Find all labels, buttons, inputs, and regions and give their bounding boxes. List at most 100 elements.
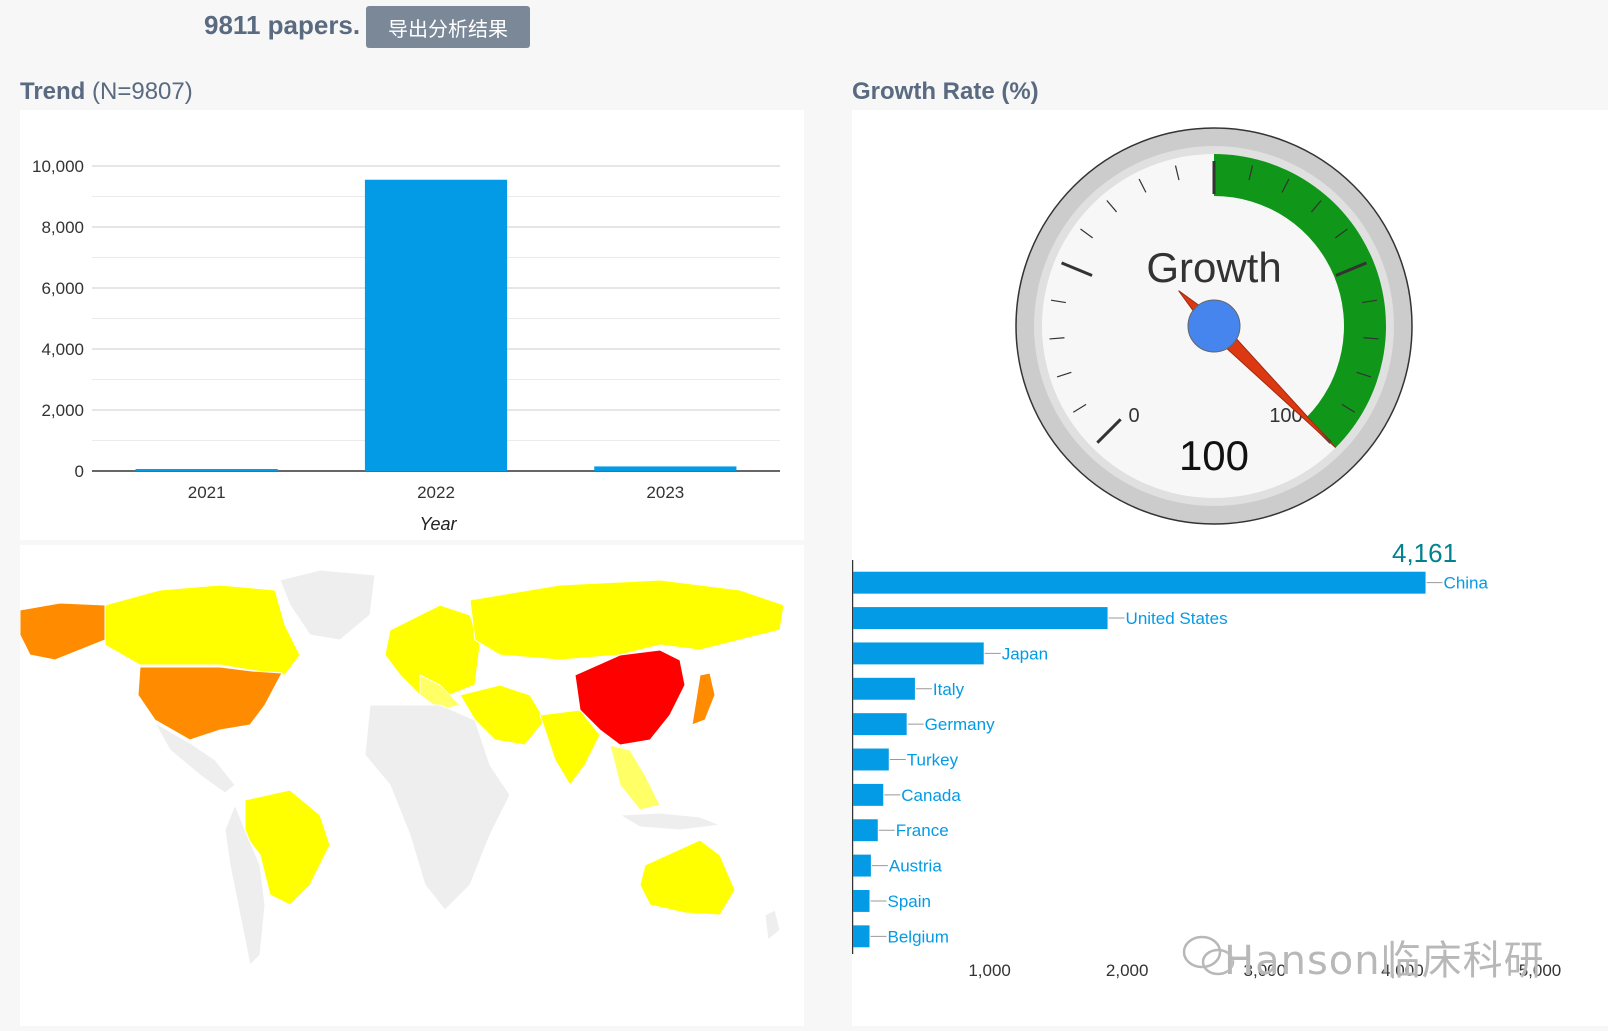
map-europe-south bbox=[419, 674, 461, 711]
trend-x-ticks: 2021 2022 2023 bbox=[188, 483, 684, 502]
map-new-zealand bbox=[764, 909, 781, 941]
trend-bar bbox=[364, 179, 508, 471]
country-x-tick-label: 1,000 bbox=[968, 961, 1011, 980]
map-usa bbox=[137, 666, 283, 741]
map-australia bbox=[639, 839, 736, 916]
map-russia bbox=[469, 579, 785, 661]
country-label: Spain bbox=[888, 892, 931, 911]
map-europe bbox=[384, 604, 481, 696]
gauge-minor-tick bbox=[1281, 178, 1290, 193]
gauge-green-band bbox=[1214, 154, 1386, 448]
map-japan bbox=[691, 672, 716, 726]
gauge-minor-tick bbox=[1138, 178, 1147, 193]
trend-x-tick-label: 2021 bbox=[188, 483, 226, 502]
country-bar bbox=[853, 925, 870, 948]
trend-y-tick-label: 8,000 bbox=[41, 218, 84, 237]
gauge-minor-tick bbox=[1363, 337, 1379, 340]
map-china bbox=[574, 649, 686, 746]
trend-x-tick-label: 2022 bbox=[417, 483, 455, 502]
country-label: Italy bbox=[933, 680, 965, 699]
country-label: China bbox=[1444, 574, 1489, 593]
country-bar bbox=[853, 889, 870, 912]
gauge-value: 100 bbox=[1179, 432, 1249, 479]
gauge-minor-tick bbox=[1049, 337, 1065, 340]
map-canada bbox=[104, 584, 301, 676]
gauge-minor-tick bbox=[1341, 403, 1355, 413]
gauge-min-label: 0 bbox=[1128, 405, 1139, 427]
map-greenland bbox=[279, 569, 376, 641]
trend-y-tick-label: 10,000 bbox=[32, 157, 84, 176]
trend-x-axis-label: Year bbox=[419, 514, 457, 534]
country-bar bbox=[853, 748, 889, 771]
trend-bar-chart: 0 2,000 4,000 6,000 8,000 10,000 2021 2022 2023… bbox=[32, 157, 780, 534]
gauge-minor-tick bbox=[1050, 299, 1066, 304]
country-x-tick-label: 5,000 bbox=[1519, 961, 1562, 980]
gauge-label: Growth bbox=[1146, 244, 1281, 291]
country-x-tick-label: 3,000 bbox=[1244, 961, 1287, 980]
gauge-minor-tick bbox=[1073, 403, 1087, 413]
trend-x-tick-label: 2023 bbox=[646, 483, 684, 502]
gauge-major-tick bbox=[1096, 418, 1122, 444]
gauge-minor-tick bbox=[1174, 165, 1180, 181]
country-label: Austria bbox=[889, 857, 942, 876]
country-bar bbox=[853, 783, 884, 806]
gauge-minor-tick bbox=[1310, 200, 1322, 213]
gauge-hub bbox=[1187, 299, 1241, 353]
country-bars: China United States Japan Italy Germany Turke… bbox=[851, 560, 1489, 954]
country-chart-panel: China United States Japan Italy Germany Turke… bbox=[851, 538, 1608, 1026]
country-bar bbox=[853, 713, 907, 736]
trend-y-tick-label: 2,000 bbox=[41, 401, 84, 420]
country-bar-chart: China United States Japan Italy Germany Turke… bbox=[851, 538, 1561, 980]
gauge-minor-tick bbox=[1356, 371, 1372, 378]
growth-gauge-panel: Growth 0 100 100 bbox=[852, 110, 1608, 550]
growth-title: Growth Rate (%) bbox=[852, 78, 1039, 105]
map-brazil bbox=[244, 789, 331, 906]
country-label: Japan bbox=[1002, 644, 1048, 663]
country-label: France bbox=[896, 821, 949, 840]
gauge-minor-tick bbox=[1248, 165, 1254, 181]
growth-heading: Growth Rate (%) bbox=[852, 78, 1039, 106]
gauge-minor-tick bbox=[1080, 228, 1094, 239]
gauge-major-tick bbox=[1060, 261, 1093, 277]
trend-heading: Trend (N=9807) bbox=[20, 78, 193, 106]
map-indonesia bbox=[618, 812, 721, 831]
country-label: Belgium bbox=[888, 927, 949, 946]
trend-bar bbox=[594, 466, 737, 471]
trend-chart-panel: 0 2,000 4,000 6,000 8,000 10,000 2021 2022 2023… bbox=[20, 110, 804, 540]
top-bar: 9811 papers. 导出分析结果 bbox=[0, 0, 1608, 60]
trend-bars bbox=[135, 179, 737, 471]
trend-title: Trend bbox=[20, 78, 86, 105]
trend-y-tick-label: 0 bbox=[75, 462, 84, 481]
map-se-asia bbox=[609, 744, 661, 811]
country-bar bbox=[853, 571, 1426, 594]
world-map bbox=[19, 569, 785, 967]
country-label: Canada bbox=[901, 786, 961, 805]
country-bar bbox=[853, 642, 984, 665]
trend-y-tick-label: 4,000 bbox=[41, 340, 84, 359]
country-label: Turkey bbox=[907, 751, 959, 770]
map-middle-east bbox=[459, 684, 546, 746]
gauge-minor-tick bbox=[1106, 200, 1118, 213]
watermark-text: Hanson临床科研 bbox=[1224, 938, 1545, 984]
gauge-minor-tick bbox=[1362, 299, 1378, 304]
country-bar bbox=[853, 677, 915, 700]
map-alaska bbox=[19, 602, 106, 661]
country-bar bbox=[853, 819, 878, 842]
country-x-ticks: 1,000 2,000 3,000 4,000 5,000 bbox=[968, 961, 1561, 980]
trend-y-ticks: 0 2,000 4,000 6,000 8,000 10,000 bbox=[32, 157, 84, 481]
country-label: United States bbox=[1126, 609, 1228, 628]
map-countries bbox=[19, 569, 785, 967]
country-top-value: 4,161 bbox=[1392, 540, 1457, 568]
growth-gauge: Growth 0 100 100 bbox=[1015, 127, 1413, 525]
country-x-tick-label: 2,000 bbox=[1106, 961, 1149, 980]
wechat-icon bbox=[1182, 935, 1235, 976]
country-label: Germany bbox=[925, 715, 995, 734]
world-map-panel bbox=[19, 545, 804, 1026]
map-mexico bbox=[153, 721, 236, 794]
country-x-tick-label: 4,000 bbox=[1381, 961, 1424, 980]
paper-count: 9811 papers. bbox=[204, 10, 361, 40]
export-results-button[interactable]: 导出分析结果 bbox=[366, 6, 530, 48]
trend-y-tick-label: 6,000 bbox=[41, 279, 84, 298]
trend-bar bbox=[135, 469, 278, 471]
gauge-minor-tick bbox=[1334, 228, 1348, 239]
